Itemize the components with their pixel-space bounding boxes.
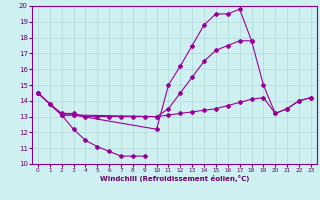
X-axis label: Windchill (Refroidissement éolien,°C): Windchill (Refroidissement éolien,°C) [100,175,249,182]
